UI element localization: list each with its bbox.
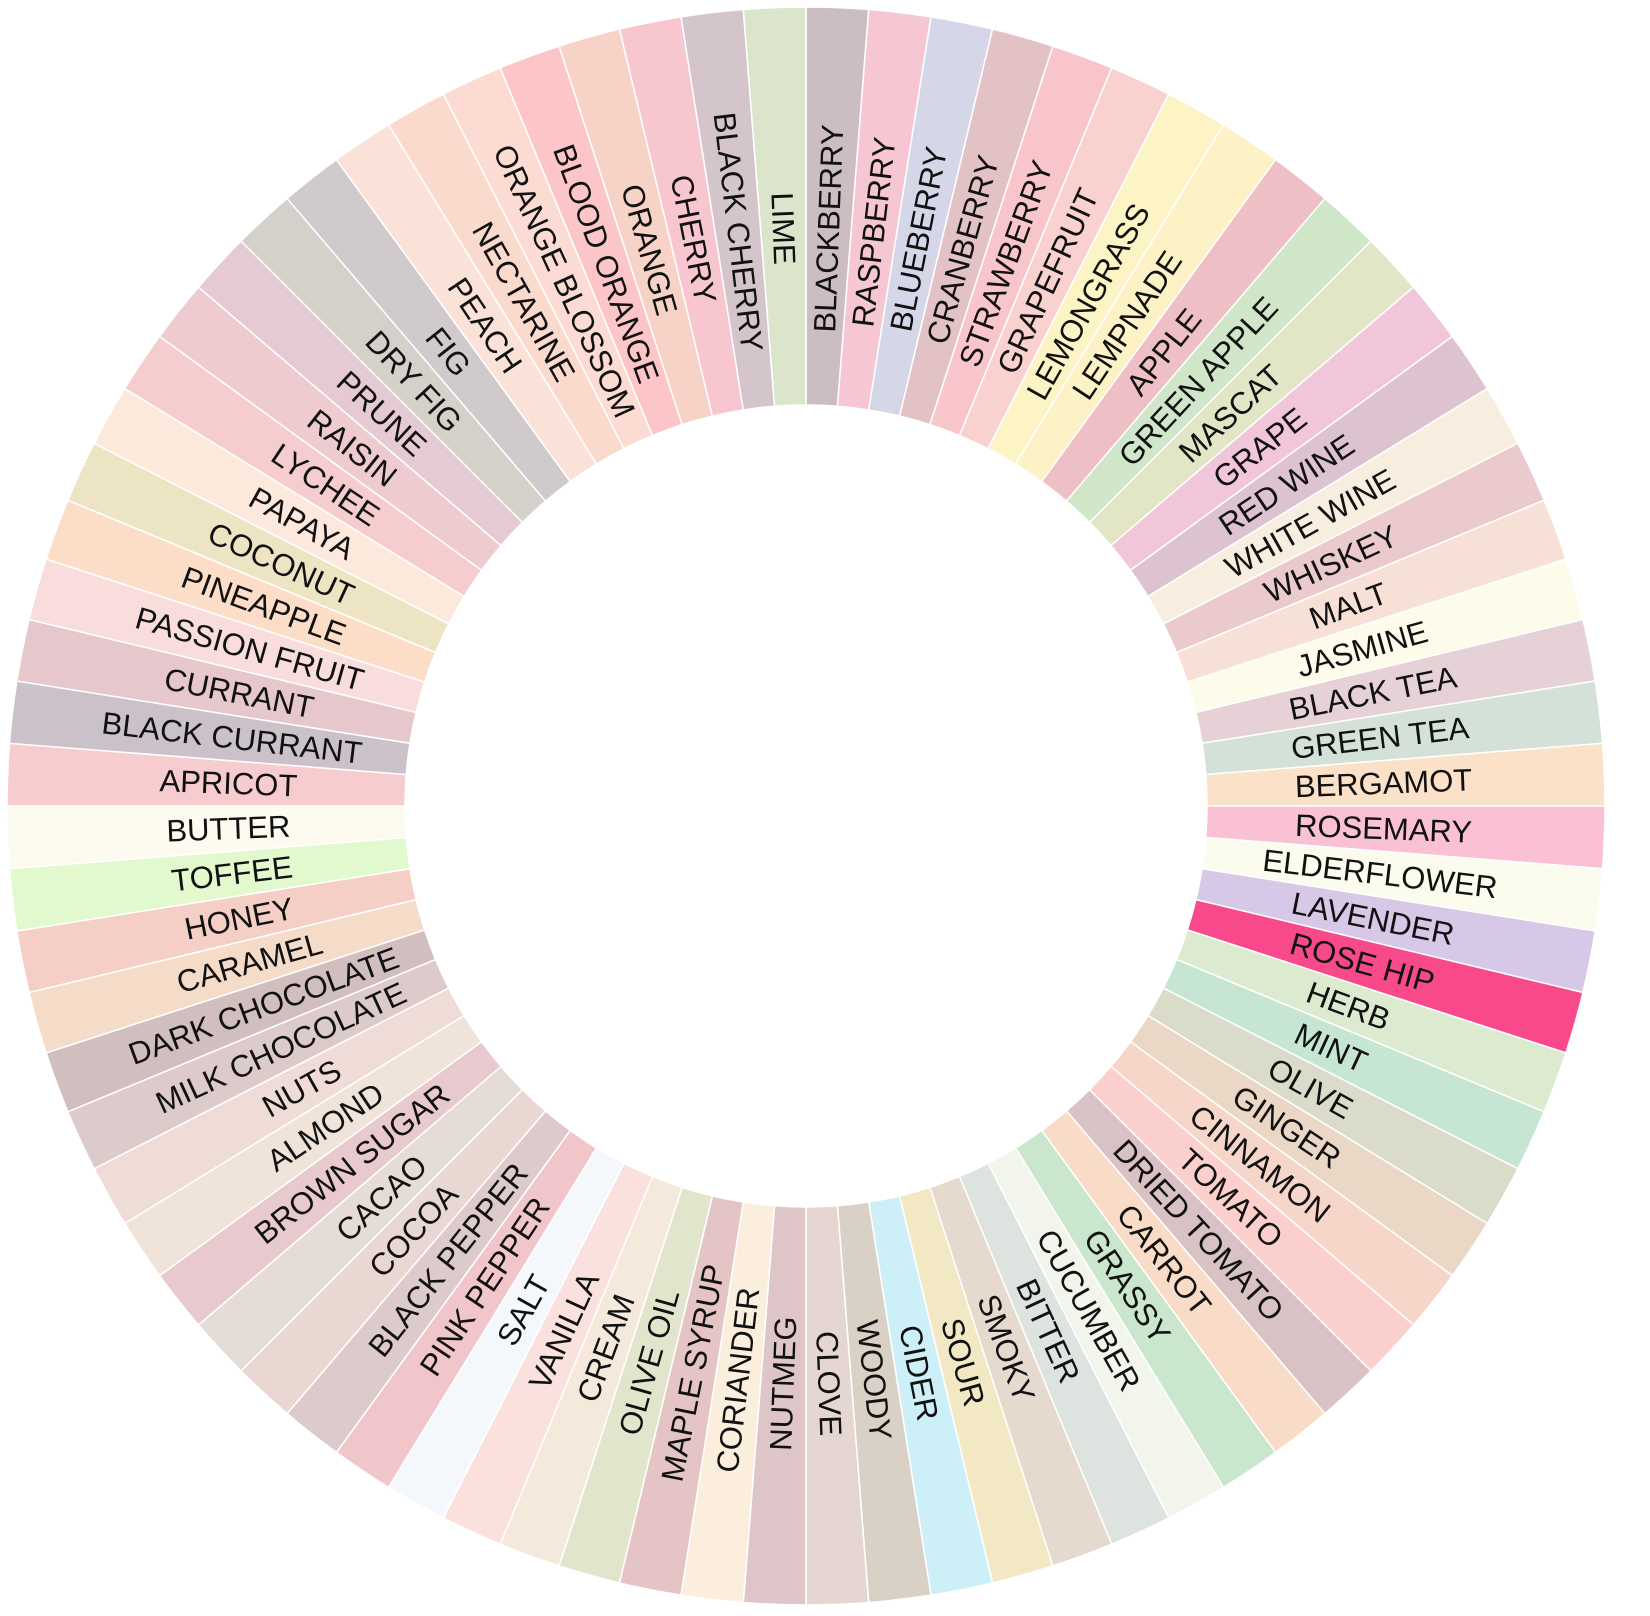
label-bergamot: BERGAMOT [1294, 762, 1473, 804]
label-lime: LIME [764, 192, 802, 266]
segment-layer [6, 6, 1606, 1606]
label-layer: BLACKBERRYRASPBERRYBLUEBERRYCRANBERRYSTR… [100, 110, 1499, 1484]
label-butter: BUTTER [166, 809, 291, 849]
label-blackberry: BLACKBERRY [807, 124, 850, 333]
label-rosemary: ROSEMARY [1295, 808, 1473, 850]
label-nutmeg: NUTMEG [763, 1316, 803, 1452]
label-clove: CLOVE [809, 1330, 848, 1436]
segment-lime [742, 6, 807, 408]
label-apricot: APRICOT [159, 763, 298, 803]
